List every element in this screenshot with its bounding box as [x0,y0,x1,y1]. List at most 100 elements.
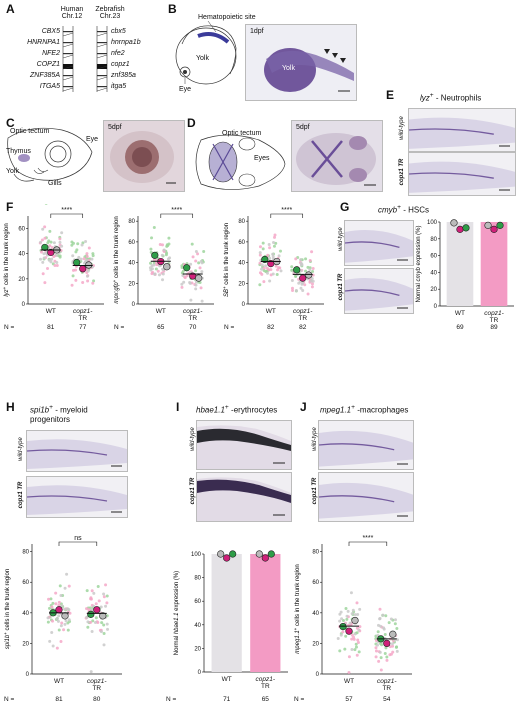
y-tick-label: 60 [238,240,245,246]
data-point [294,257,298,261]
replicate-point [223,554,231,562]
y-tick-label: 0 [198,670,202,676]
data-point [43,281,47,285]
data-point [161,272,165,276]
stage-1dpf: 1dpf [250,28,264,35]
data-point [150,272,154,276]
panel-a-label: A [6,2,15,16]
data-point [87,258,91,262]
replicate-mean [73,258,81,267]
y-axis-label: SB+ cells in the trunk region [222,223,231,297]
data-point [350,612,354,616]
data-point [357,650,361,654]
superplot-mpeg: 0 20 40 60 80 **** WT copz1-TR N = 57 54 mpeg1.1+ c… [293,535,412,703]
larva-5dpf-lateral-diagram [7,127,93,182]
data-point [380,643,384,647]
x-label-mut-tr: TR [490,317,499,324]
replicate-mean [79,265,87,273]
n-mut: 82 [299,324,307,331]
data-point [84,259,88,263]
data-point [311,270,315,274]
photo-lyz-copz1 [408,152,516,196]
data-point [91,252,95,256]
data-point [62,607,66,611]
data-point [157,273,161,277]
bar [250,554,281,672]
data-point [82,257,86,261]
data-point [41,260,45,264]
panel-i-label: I [176,400,180,414]
data-point [50,257,54,261]
data-point [180,282,184,286]
x-label-wt: WT [54,678,64,685]
data-point [311,266,315,270]
data-point [378,617,382,621]
data-point [356,640,360,644]
replicate-mean [383,639,391,648]
data-point [153,272,157,276]
y-tick-label: 80 [194,576,201,582]
y-tick-label: 0 [242,302,246,308]
data-point [278,249,282,253]
data-point [258,283,262,287]
data-point [351,608,355,612]
data-point [54,253,58,257]
photo-spi1b-copz1 [26,476,128,518]
significance-label: **** [362,535,373,542]
data-point [63,622,67,626]
data-point [40,238,44,242]
data-point [202,250,206,254]
data-point [310,277,314,281]
human-band [63,53,73,55]
data-point [102,631,106,635]
x-label-wt: WT [222,676,232,683]
data-point [102,595,106,599]
data-point [66,628,70,632]
bar [480,222,508,306]
eye-label-b: Eye [179,86,192,93]
data-point [41,272,45,276]
data-point [85,607,89,611]
y-tick-label: 80 [430,237,437,243]
significance-bracket [348,541,388,546]
data-point [376,630,380,634]
data-point [44,251,48,255]
data-point [51,644,55,648]
data-point [52,241,56,245]
data-point [304,257,308,261]
data-point [338,649,342,653]
n-wt: 69 [456,324,464,331]
data-point [48,229,52,233]
data-point [347,655,351,659]
bar-hbae: 0 20 40 60 80 100 WT copz1-TR N = 71 65 Normal hbae… [166,550,288,703]
y-tick-label: 20 [18,277,25,283]
human-gene-label: CBX5 [41,28,60,35]
data-point [54,591,58,595]
n-mut: 80 [93,696,101,703]
data-point [274,264,278,268]
n-mut: 89 [490,324,498,331]
data-point [60,244,64,248]
data-point [374,649,378,653]
panel-i-title: hbae1.1+ -erythrocytes [196,404,278,415]
data-point [268,246,272,250]
data-point [91,281,95,285]
data-point [197,261,201,265]
data-point [180,285,184,289]
data-point [41,227,45,231]
significance-bracket [50,213,84,218]
data-point [384,646,388,650]
data-point [102,592,106,596]
data-point [99,605,103,609]
y-tick-label: 20 [194,646,201,652]
data-point [336,636,340,640]
data-point [379,624,383,628]
x-label-mut: copz1- [256,676,276,683]
data-point [198,266,202,270]
data-point [85,589,89,593]
data-point [344,607,348,611]
y-tick-label: 20 [238,281,245,287]
data-point [279,269,283,273]
replicate-mean [183,264,191,272]
data-point [55,646,59,650]
